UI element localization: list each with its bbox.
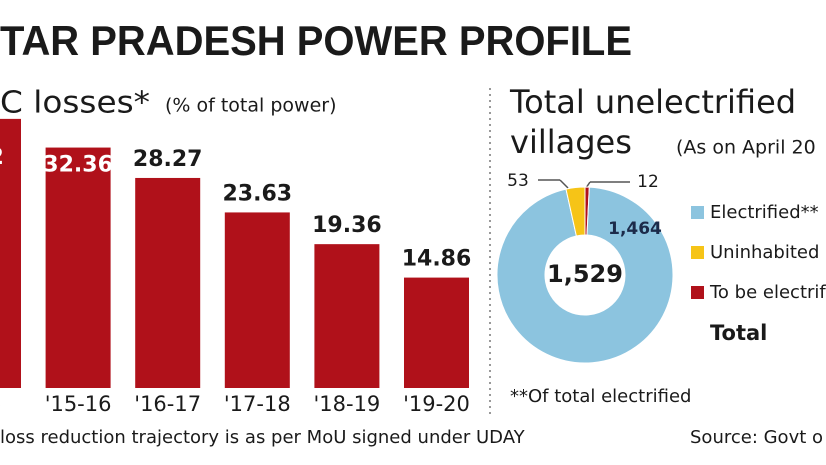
total-label: Total bbox=[710, 321, 767, 345]
bar-note: loss reduction trajectory is as per MoU … bbox=[0, 427, 526, 448]
bar bbox=[404, 277, 469, 388]
value-label: 14.86 bbox=[402, 247, 472, 272]
legend-label: To be electrif bbox=[709, 282, 826, 303]
x-tick-label: '16-17 bbox=[134, 392, 201, 416]
main-title: TAR PRADESH POWER PROFILE bbox=[0, 17, 632, 64]
legend-swatch bbox=[691, 206, 704, 219]
bar bbox=[0, 118, 21, 388]
value-label: 22 bbox=[0, 145, 4, 170]
donut-slice bbox=[496, 186, 674, 364]
value-label: 19.36 bbox=[312, 213, 382, 238]
bar bbox=[135, 177, 201, 388]
value-label: 32.36 bbox=[43, 153, 113, 178]
donut-slice bbox=[565, 186, 586, 237]
x-tick-label: '17-18 bbox=[224, 392, 291, 416]
total-value: 1,529 bbox=[547, 260, 623, 288]
bar bbox=[224, 212, 290, 388]
value-label: 23.63 bbox=[223, 181, 293, 206]
x-tick-label: 15 bbox=[0, 392, 2, 416]
source: Source: Govt o bbox=[690, 427, 823, 448]
leader-line bbox=[559, 179, 569, 189]
legend-swatch bbox=[691, 246, 704, 259]
pie-title: Total unelectrified bbox=[509, 83, 796, 121]
value-label: 28.27 bbox=[133, 147, 203, 172]
x-tick-label: '19-20 bbox=[403, 392, 470, 416]
bar-title: C losses* bbox=[0, 86, 150, 121]
pie-subtitle: (As on April 20 bbox=[676, 137, 816, 159]
pie-title-line2: villages bbox=[510, 123, 632, 161]
bar bbox=[314, 244, 380, 388]
value-label: 1,464 bbox=[608, 219, 662, 239]
legend-label: Electrified** bbox=[710, 202, 819, 223]
bar bbox=[45, 147, 111, 388]
x-tick-label: '15-16 bbox=[45, 392, 112, 416]
value-label: 12 bbox=[637, 172, 659, 192]
value-label: 53 bbox=[507, 171, 529, 191]
bar-subtitle: (% of total power) bbox=[165, 95, 336, 117]
legend-label: Uninhabited bbox=[710, 242, 819, 263]
legend-swatch bbox=[691, 286, 704, 299]
pie-note: **Of total electrified bbox=[510, 386, 691, 407]
x-tick-label: '18-19 bbox=[314, 392, 381, 416]
